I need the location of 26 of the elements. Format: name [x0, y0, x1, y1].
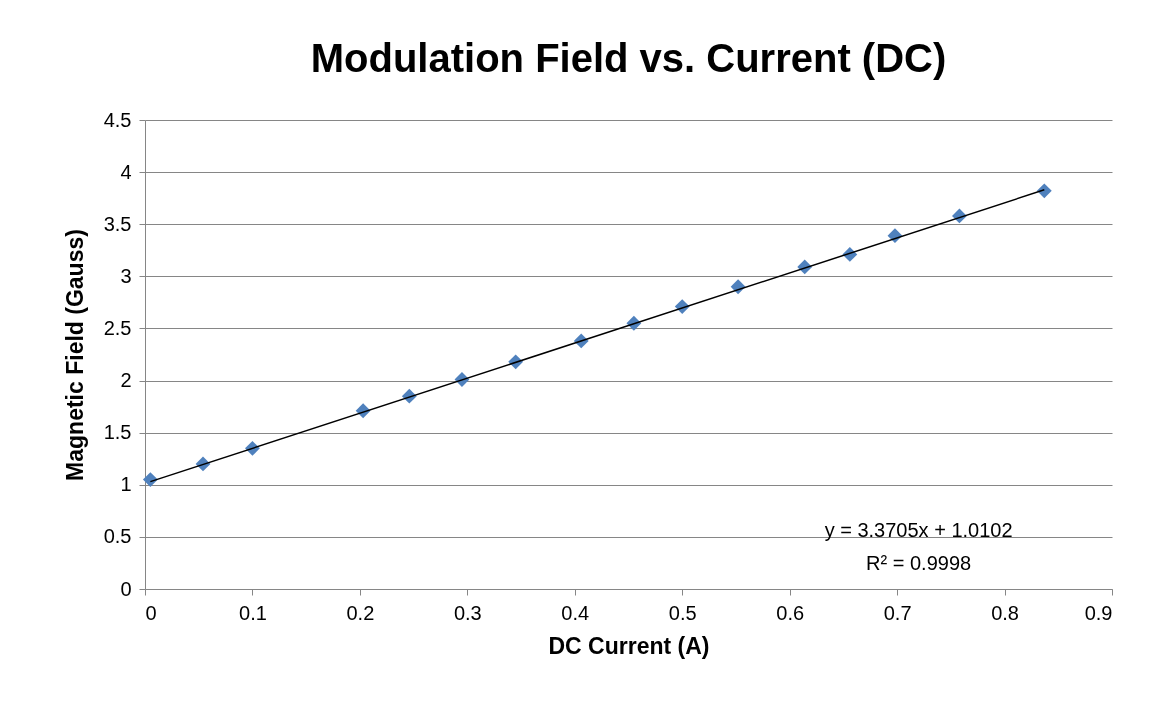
point	[142, 472, 158, 487]
chart-title: Modulation Field vs. Current (DC)	[310, 36, 947, 80]
x-tick-label: 0	[145, 601, 157, 624]
y-tick-label: 4	[120, 160, 132, 183]
x-tick-label: 0.6	[776, 601, 805, 624]
y-tick-label: 2	[120, 369, 132, 392]
y-tick-label: 4.5	[103, 108, 132, 131]
y-tick-label: 3	[120, 264, 132, 287]
y-tick-label: 0.5	[103, 525, 132, 548]
x-tick-label: 0.8	[991, 601, 1019, 624]
y-tick-label: 0	[120, 577, 132, 600]
y-tick-label: 1.5	[103, 421, 132, 444]
y-tick-label: 1	[120, 473, 132, 496]
x-tick-label: 0.7	[883, 601, 912, 624]
y-axis-title: Magnetic Field (Gauss)	[61, 229, 88, 481]
x-tick-label: 0.4	[561, 601, 590, 624]
y-tick-label: 3.5	[103, 212, 132, 235]
y-tick-label: 2.5	[103, 316, 132, 339]
annotation: y = 3.3705x + 1.0102	[824, 519, 1013, 541]
x-tick-label: 0.1	[239, 601, 267, 624]
x-axis-title: DC Current (A)	[548, 632, 710, 659]
x-tick-label: 0.9	[1084, 601, 1113, 624]
x-tick-label: 0.2	[346, 601, 375, 624]
x-tick-label: 0.3	[453, 601, 482, 624]
annotation: R² = 0.9998	[866, 552, 972, 574]
x-tick-label: 0.5	[668, 601, 697, 624]
